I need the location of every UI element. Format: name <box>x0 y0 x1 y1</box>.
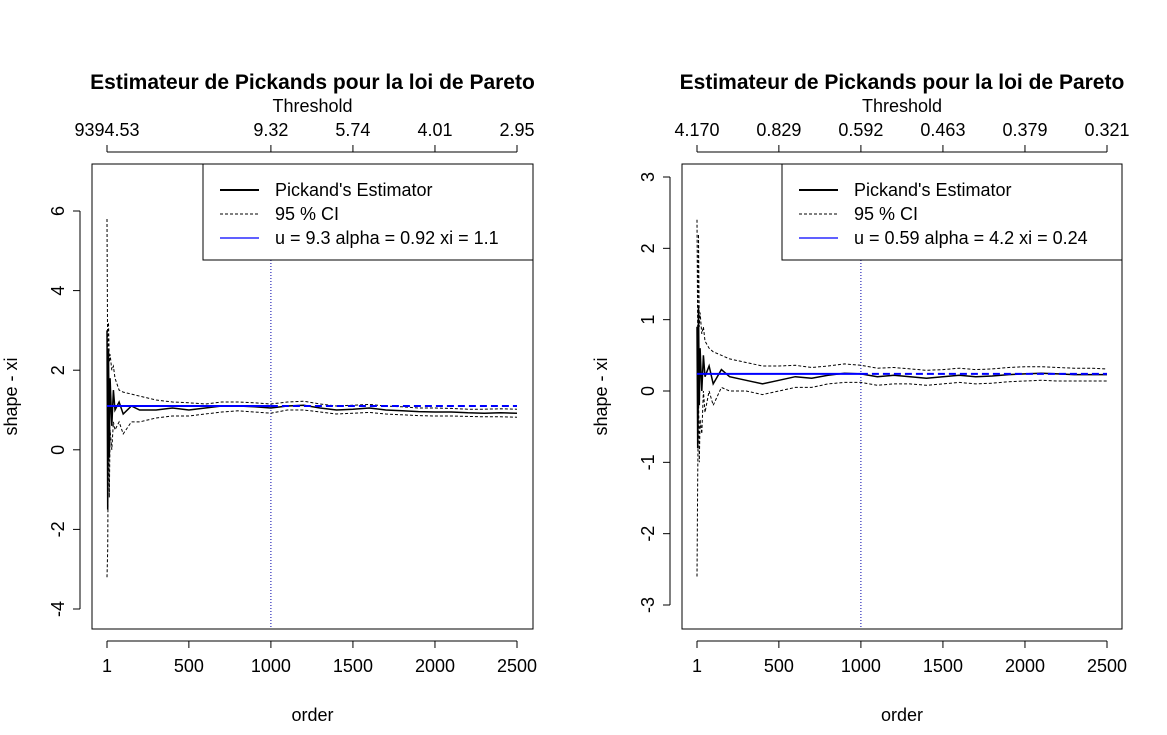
top-tick-label: 0.379 <box>1002 120 1047 140</box>
legend-label: 95 % CI <box>275 204 339 224</box>
x-tick-label: 1 <box>692 656 702 676</box>
x-tick-label: 500 <box>174 656 204 676</box>
plot-area <box>106 164 518 629</box>
ci-upper-line <box>106 218 518 410</box>
estimator-line <box>696 305 1107 449</box>
top-tick-label: 0.463 <box>920 120 965 140</box>
estimator-line <box>106 330 518 510</box>
y-axis-label: shape - xi <box>591 357 611 435</box>
y-tick-label: -2 <box>638 526 658 542</box>
top-tick-label: 2.95 <box>499 120 534 140</box>
y-tick-label: 1 <box>638 315 658 325</box>
x-tick-label: 1000 <box>251 656 291 676</box>
legend-box <box>202 163 534 261</box>
x-tick-label: 500 <box>764 656 794 676</box>
y-tick-label: -1 <box>638 454 658 470</box>
x-tick-label: 2000 <box>415 656 455 676</box>
x-tick-label: 1000 <box>841 656 881 676</box>
top-tick-label: 9.32 <box>253 120 288 140</box>
y-tick-label: 4 <box>48 286 68 296</box>
x-tick-label: 1500 <box>923 656 963 676</box>
top-tick-label: 4.170 <box>674 120 719 140</box>
legend-label: 95 % CI <box>854 204 918 224</box>
top-tick-label: 0.829 <box>756 120 801 140</box>
top-tick-label: 9394.53 <box>74 120 139 140</box>
y-tick-label: -4 <box>48 601 68 617</box>
x-tick-label: 2500 <box>497 656 537 676</box>
top-tick-label: 0.321 <box>1084 120 1129 140</box>
chart-panel-right: Estimateur de Pickands pour la loi de Pa… <box>591 71 1130 725</box>
x-tick-label: 2500 <box>1087 656 1127 676</box>
legend-label: Pickand's Estimator <box>854 180 1012 200</box>
y-tick-label: 6 <box>48 206 68 216</box>
plot-area <box>696 164 1108 629</box>
x-tick-label: 1500 <box>333 656 373 676</box>
chart-title: Estimateur de Pickands pour la loi de Pa… <box>680 71 1125 94</box>
y-tick-label: 0 <box>48 445 68 455</box>
y-tick-label: 3 <box>638 172 658 182</box>
legend-label: u = 9.3 alpha = 0.92 xi = 1.1 <box>275 228 499 248</box>
y-tick-label: 2 <box>48 365 68 375</box>
y-tick-label: 2 <box>638 243 658 253</box>
legend-box <box>781 163 1123 261</box>
top-tick-label: 0.592 <box>838 120 883 140</box>
x-axis-label: order <box>291 705 333 725</box>
chart-panel-left: Estimateur de Pickands pour la loi de Pa… <box>1 71 537 725</box>
y-tick-label: -2 <box>48 521 68 537</box>
y-axis-label: shape - xi <box>1 357 21 435</box>
chart-title: Estimateur de Pickands pour la loi de Pa… <box>90 71 535 94</box>
y-tick-label: -3 <box>638 597 658 613</box>
legend-label: u = 0.59 alpha = 4.2 xi = 0.24 <box>854 228 1088 248</box>
ci-lower-line <box>106 409 518 578</box>
top-axis-label: Threshold <box>272 96 352 116</box>
x-axis-label: order <box>881 705 923 725</box>
top-tick-label: 4.01 <box>417 120 452 140</box>
top-axis-label: Threshold <box>862 96 942 116</box>
legend-label: Pickand's Estimator <box>275 180 433 200</box>
ci-lower-line <box>696 379 1107 577</box>
top-tick-label: 5.74 <box>335 120 370 140</box>
y-tick-label: 0 <box>638 386 658 396</box>
ci-upper-line <box>696 219 1108 371</box>
x-tick-label: 2000 <box>1005 656 1045 676</box>
x-tick-label: 1 <box>102 656 112 676</box>
